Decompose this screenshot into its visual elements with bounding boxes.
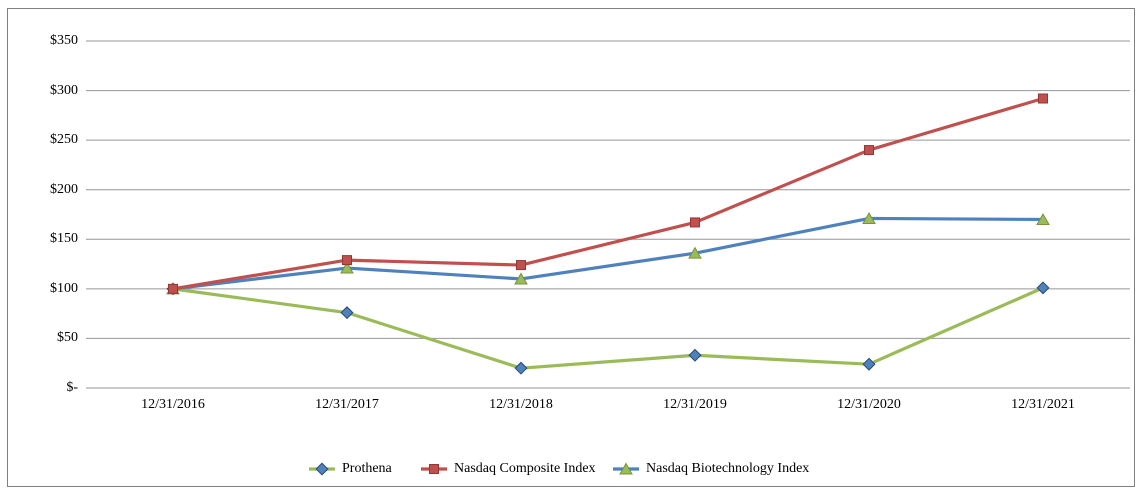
- y-tick-label: $200: [50, 181, 78, 197]
- series-line: [171, 216, 1045, 291]
- data-point-marker-diamond: [1036, 281, 1050, 295]
- series-line: [171, 96, 1045, 291]
- y-tick-label: $250: [50, 132, 78, 148]
- legend-label: Nasdaq Biotechnology Index: [646, 461, 810, 476]
- data-point-marker-triangle: [688, 246, 702, 259]
- data-point-marker-triangle: [340, 261, 354, 274]
- data-point-marker-square: [864, 145, 874, 156]
- data-point-marker-diamond: [514, 361, 528, 375]
- data-point-marker-square: [429, 464, 439, 474]
- y-tick-label: $-: [66, 380, 78, 395]
- series-diamond: [166, 281, 1050, 375]
- data-point-marker-square: [690, 217, 700, 228]
- data-point-marker-diamond: [315, 462, 329, 476]
- legend-item: Prothena: [308, 461, 392, 477]
- data-point-marker-square: [168, 283, 178, 294]
- y-tick-label: $150: [50, 231, 78, 247]
- data-point-marker-triangle: [619, 462, 633, 475]
- y-tick-label: $350: [50, 33, 78, 48]
- legend-label: Nasdaq Composite Index: [454, 461, 596, 476]
- legend-label: Prothena: [342, 461, 392, 476]
- x-tick-label: 12/31/2019: [663, 397, 727, 412]
- data-point-marker-diamond: [688, 348, 702, 362]
- data-point-marker-diamond: [862, 357, 876, 371]
- data-point-marker-triangle: [514, 272, 528, 285]
- x-tick-label: 12/31/2021: [1011, 397, 1075, 412]
- series-square: [168, 93, 1048, 294]
- data-point-marker-square: [1038, 93, 1048, 104]
- y-tick-label: $300: [50, 82, 78, 98]
- data-point-marker-square: [516, 260, 526, 271]
- x-tick-label: 12/31/2020: [837, 397, 901, 412]
- legend-item: Nasdaq Composite Index: [420, 461, 596, 477]
- legend-marker-triangle-icon: [613, 462, 639, 475]
- x-tick-label: 12/31/2016: [141, 397, 205, 412]
- data-point-marker-triangle: [862, 211, 876, 224]
- y-tick-label: $50: [57, 330, 78, 346]
- data-point-marker-square: [342, 255, 352, 266]
- data-point-marker-diamond: [340, 306, 354, 320]
- chart-border-frame: [7, 8, 1135, 487]
- x-tick-label: 12/31/2018: [489, 397, 553, 412]
- x-tick-label: 12/31/2017: [315, 397, 379, 412]
- legend-marker-diamond-icon: [309, 462, 335, 476]
- data-point-marker-triangle: [1036, 212, 1050, 225]
- legend-marker-square-icon: [421, 464, 447, 474]
- legend-item: Nasdaq Biotechnology Index: [612, 461, 809, 477]
- y-tick-label: $100: [50, 280, 78, 296]
- series-triangle: [166, 211, 1050, 295]
- series-line: [171, 286, 1045, 370]
